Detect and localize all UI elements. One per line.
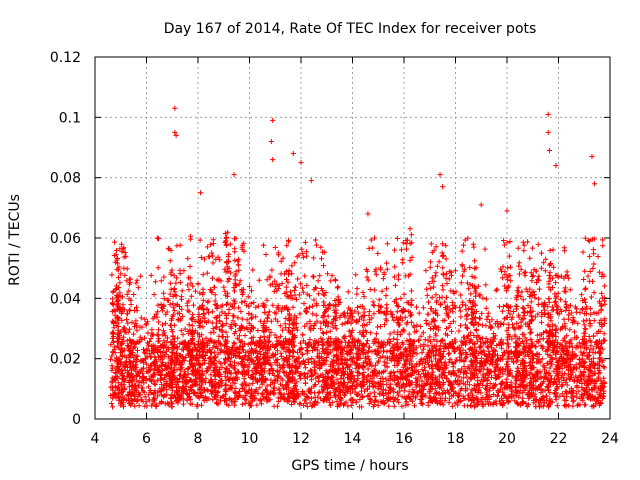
roti-outlier-point	[437, 172, 443, 178]
roti-outlier-point	[197, 190, 204, 196]
roti-outlier-point	[172, 129, 178, 136]
roti-outlier-point	[504, 208, 510, 214]
y-tick-label: 0.08	[50, 171, 81, 187]
roti-outlier-point	[589, 153, 595, 160]
x-axis-title: GPS time / hours	[291, 458, 408, 474]
x-tick-label: 4	[91, 431, 100, 447]
roti-outlier-point	[365, 211, 371, 217]
x-tick-label: 8	[194, 431, 203, 447]
x-tick-label: 22	[550, 431, 568, 447]
roti-outlier-point	[553, 163, 559, 169]
y-tick-label: 0.12	[50, 50, 81, 66]
roti-outlier-point	[478, 202, 484, 208]
roti-outlier-point	[231, 172, 237, 178]
x-tick-label: 18	[447, 431, 465, 447]
x-tick-label: 12	[292, 431, 310, 447]
x-tick-label: 24	[601, 431, 619, 447]
roti-outlier-point	[545, 129, 551, 136]
x-tick-label: 10	[241, 431, 259, 447]
x-tick-label: 6	[142, 431, 151, 447]
roti-outlier-point	[308, 178, 314, 184]
roti-outlier-point	[173, 132, 179, 139]
x-tick-label: 14	[344, 431, 362, 447]
x-tick-label: 16	[395, 431, 413, 447]
y-axis-title: ROTI / TECUs	[7, 194, 23, 286]
roti-outlier-point	[440, 184, 446, 190]
y-tick-label: 0.02	[50, 352, 81, 368]
roti-outlier-point	[591, 181, 598, 187]
axis-ticks: 4 6 8 10 12 14 16 18 20 22 24 0 0.02 0.04 0.06 0.08 0.1 0…	[50, 50, 619, 447]
y-tick-label: 0.1	[59, 110, 81, 126]
grid	[95, 57, 610, 419]
roti-outlier-point	[270, 117, 276, 123]
roti-outlier-point	[290, 150, 296, 157]
roti-outlier-point	[546, 147, 553, 154]
x-tick-label: 20	[498, 431, 516, 447]
y-tick-label: 0.04	[50, 291, 81, 307]
roti-point-cloud	[108, 226, 608, 410]
roti-outlier-point	[545, 111, 551, 117]
data-points	[108, 105, 608, 410]
chart-title: Day 167 of 2014, Rate Of TEC Index for r…	[164, 21, 537, 37]
roti-outlier-point	[268, 138, 274, 145]
roti-outlier-point	[270, 156, 276, 163]
y-tick-label: 0	[72, 412, 81, 428]
roti-outlier-point	[172, 105, 178, 111]
roti-outlier-point	[298, 159, 304, 166]
y-tick-label: 0.06	[50, 231, 81, 247]
